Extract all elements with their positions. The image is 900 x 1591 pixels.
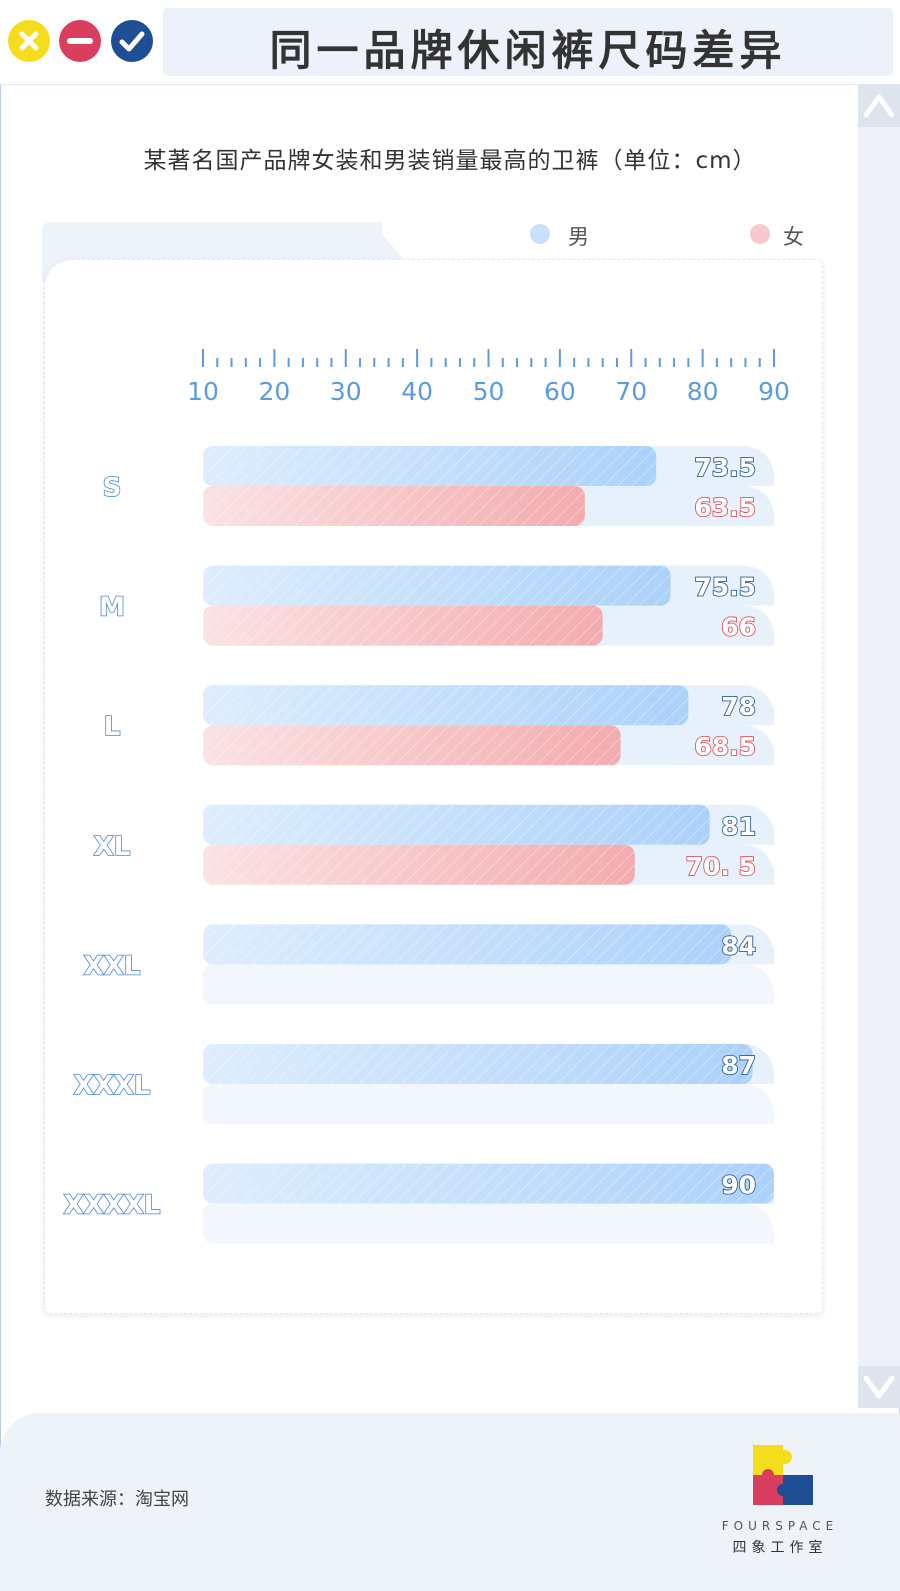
minus-icon [67,38,93,44]
male-bar-hatch [203,565,671,606]
x-tick-label: 80 [687,377,719,406]
male-value-label: 73.5 [694,453,756,482]
male-value-label: 87 [721,1051,756,1080]
puzzle-logo-icon [753,1445,813,1505]
category-label: XXXL [74,1071,151,1101]
legend-swatch-female [750,224,770,244]
male-value-label: 78 [721,692,756,721]
category-label: XL [94,832,131,862]
x-tick-label: 50 [473,377,505,406]
x-tick-label: 90 [758,377,790,406]
data-source: 数据来源：淘宝网 [45,1489,189,1510]
male-value-label: 90 [721,1171,756,1200]
title-bar: 同一品牌休闲裤尺码差异 [0,0,900,85]
x-tick-label: 30 [330,377,362,406]
x-tick-label: 60 [544,377,576,406]
category-label: XXL [84,951,141,981]
check-icon [119,31,145,52]
x-tick-label: 10 [187,377,219,406]
logo-text-cn: 四象工作室 [732,1540,828,1556]
scroll-down-button[interactable] [858,1366,900,1408]
female-value-label: 63.5 [694,493,756,522]
card-tab-slope [372,222,406,262]
legend-swatch-male [530,224,550,244]
category-label: S [103,473,122,503]
title-box: 同一品牌休闲裤尺码差异 [163,8,893,76]
minimize-button[interactable] [59,20,101,62]
female-track [203,964,774,1005]
bar-chart: 10 20 30 40 50 60 70 80 90 S 73.5 63.5 M 75.5 66 L 78 68… [63,349,790,1244]
female-bar-hatch [203,844,635,885]
female-bar-hatch [203,486,585,526]
female-bar-hatch [203,605,603,646]
male-bar-hatch [203,924,732,965]
x-tick-label: 20 [258,377,290,406]
male-bar-hatch [203,446,657,486]
male-bar-hatch [203,804,710,845]
arrow-up-icon [863,94,895,118]
male-value-label: 75.5 [694,573,756,602]
female-track [203,1203,774,1244]
male-bar-hatch [203,685,689,726]
male-value-label: 81 [721,812,756,841]
legend-label-male: 男 [568,225,589,249]
footer-band [0,1413,900,1591]
arrow-down-icon [863,1375,895,1399]
category-label: M [99,593,125,623]
category-label: XXXXL [64,1191,161,1221]
confirm-button[interactable] [111,20,153,62]
female-track [203,1084,774,1124]
male-bar-hatch [203,1044,753,1084]
bars: S 73.5 63.5 M 75.5 66 L 78 68.5 XL 81 70. 5 XXL 84 XXX… [63,446,774,1244]
scroll-up-button[interactable] [858,85,900,127]
chart-title: 某著名国产品牌女装和男装销量最高的卫裤（单位：cm） [143,148,757,174]
male-bar-hatch [203,1163,774,1204]
close-button[interactable] [8,20,50,62]
chart-card [44,259,823,1314]
page-title: 同一品牌休闲裤尺码差异 [269,26,787,75]
legend-label-female: 女 [783,225,804,249]
female-value-label: 68.5 [694,732,756,761]
female-bar-hatch [203,725,621,766]
category-label: L [104,712,121,742]
x-axis: 10 20 30 40 50 60 70 80 90 [187,349,790,406]
x-tick-label: 70 [615,377,647,406]
logo-text-en: FOURSPACE [721,1519,839,1533]
female-value-label: 66 [721,613,756,642]
scrollbar-track[interactable] [858,85,900,1395]
x-tick-label: 40 [401,377,433,406]
female-value-label: 70. 5 [686,852,756,881]
close-icon [19,31,39,51]
male-value-label: 84 [721,931,756,960]
